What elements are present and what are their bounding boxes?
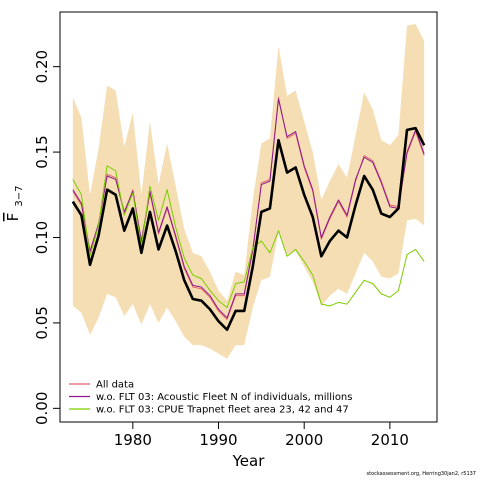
series-line-3: [71, 126, 426, 332]
y-axis-title-main: F: [4, 213, 22, 222]
legend-label: w.o. FLT 03: CPUE Trapnet fleet area 23,…: [96, 405, 349, 416]
x-tick-label: 2010: [371, 431, 409, 449]
legend-label: w.o. FLT 03: Acoustic Fleet N of individ…: [96, 392, 352, 403]
confidence-band: [72, 23, 425, 359]
y-tick-label: 0.20: [33, 50, 51, 83]
y-axis-title: F 3−7: [4, 185, 25, 221]
legend-label: All data: [96, 380, 134, 391]
series-lines: [71, 96, 426, 332]
y-axis: 0.00 0.05 0.10 0.15 0.20: [33, 50, 60, 425]
x-tick-label: 2000: [285, 431, 323, 449]
x-axis: 1980 1990 2000 2010: [114, 422, 409, 449]
y-tick-label: 0.00: [33, 392, 51, 425]
y-tick-label: 0.15: [33, 135, 51, 168]
x-axis-title: Year: [232, 452, 266, 470]
x-tick-label: 1980: [114, 431, 152, 449]
series-line-2: [72, 165, 425, 309]
y-tick-label: 0.10: [33, 221, 51, 254]
y-axis-title-sub: 3−7: [14, 185, 25, 206]
confidence-band-area: [72, 23, 425, 359]
series-line-1: [72, 98, 425, 319]
footnote: stockassessment.org, Herring30jan2, r513…: [366, 471, 476, 477]
plot-frame: [59, 11, 438, 423]
x-tick-label: 1990: [199, 431, 237, 449]
y-tick-label: 0.05: [33, 306, 51, 339]
